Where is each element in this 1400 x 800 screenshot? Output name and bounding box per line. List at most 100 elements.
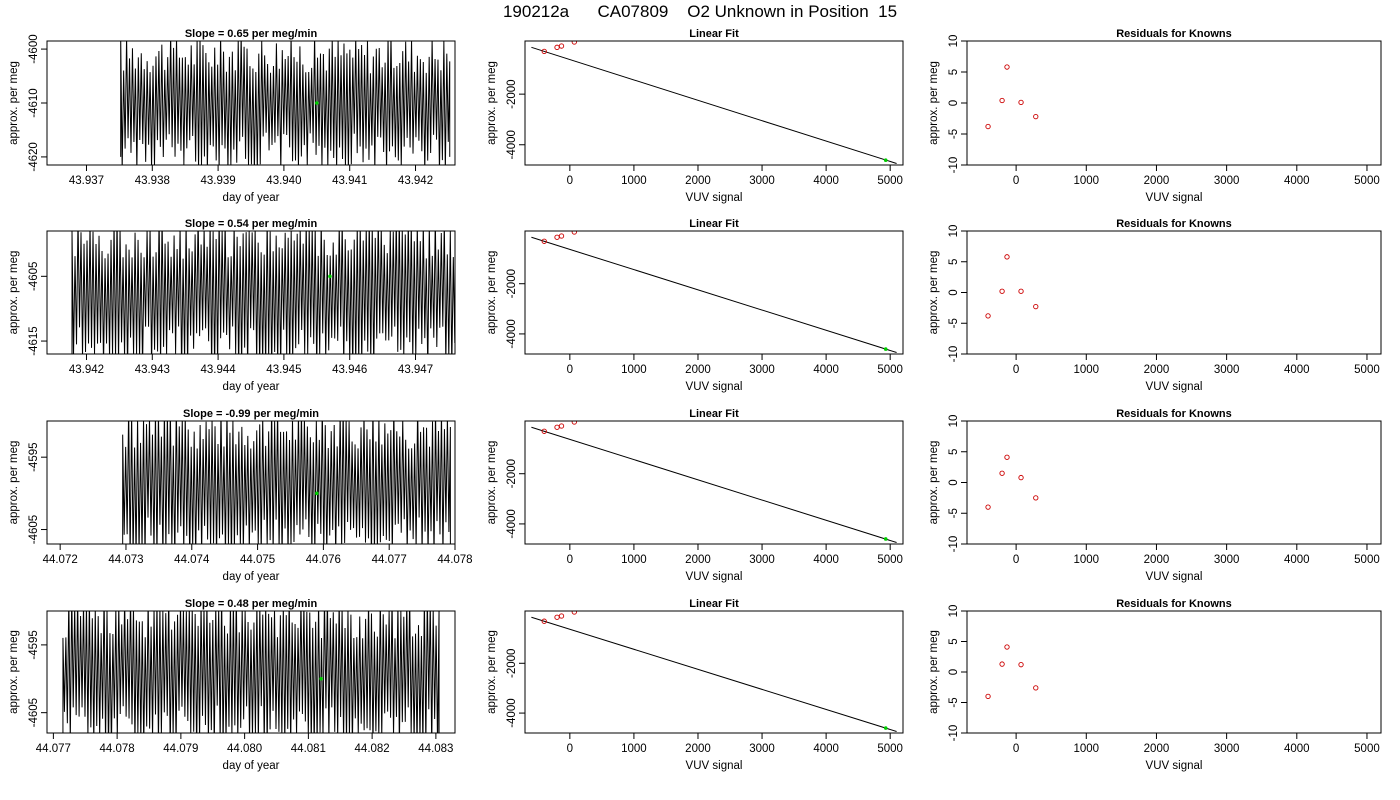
known-point (1018, 474, 1024, 481)
unknown-point (315, 491, 319, 496)
x-tick-label: 0 (567, 554, 573, 566)
x-tick-label: 43.939 (201, 175, 236, 187)
x-tick-label: 5000 (1354, 743, 1380, 755)
known-point (999, 288, 1005, 294)
y-tick-label: -4000 (506, 509, 518, 538)
known-point (1004, 254, 1010, 260)
x-tick-label: 1000 (1073, 743, 1099, 755)
x-tick-label: 0 (1013, 554, 1019, 566)
y-tick-label: -10 (948, 725, 960, 742)
x-tick-label: 43.943 (135, 364, 170, 376)
y-tick-label: -4000 (506, 698, 518, 727)
x-tick-label: 2000 (685, 364, 711, 376)
x-tick-label: 44.081 (291, 743, 326, 755)
x-tick-label: 44.073 (108, 554, 143, 566)
x-tick-label: 5000 (877, 554, 903, 566)
known-point (1018, 662, 1024, 668)
x-tick-label: 0 (1013, 364, 1019, 376)
x-tick-label: 4000 (1284, 554, 1310, 566)
unknown-point (883, 537, 888, 541)
x-tick-label: 0 (1013, 743, 1019, 755)
known-point (999, 97, 1005, 104)
y-tick-label: 10 (948, 35, 960, 48)
known-point (985, 693, 991, 700)
known-point (1033, 495, 1039, 501)
known-point (558, 233, 565, 239)
unknown-point (319, 676, 323, 681)
x-tick-label: 2000 (685, 554, 711, 566)
known-point (554, 614, 560, 620)
x-axis-label: VUV signal (1146, 192, 1203, 204)
y-axis-label: approx. per meg (928, 251, 940, 335)
known-point (571, 421, 577, 425)
x-axis-label: VUV signal (686, 571, 743, 583)
x-tick-label: 2000 (1144, 743, 1170, 755)
plot-frame (46, 40, 456, 166)
x-tick-label: 1000 (1073, 175, 1099, 187)
x-tick-label: 2000 (1144, 175, 1170, 187)
x-axis-label: day of year (223, 192, 280, 204)
known-point (541, 48, 547, 55)
y-tick-label: 5 (948, 69, 960, 75)
x-tick-label: 0 (1013, 175, 1019, 187)
chart-title: Slope = 0.48 per meg/min (185, 598, 318, 610)
fit-line (531, 426, 897, 543)
y-tick-label: 5 (948, 449, 960, 455)
x-tick-label: 44.077 (36, 743, 71, 755)
known-point (571, 41, 577, 45)
known-point (1033, 113, 1039, 120)
plot-area (985, 644, 1039, 700)
plot-area (71, 231, 455, 354)
x-tick-label: 43.938 (135, 175, 170, 187)
y-tick-label: 0 (948, 100, 960, 106)
series-line (71, 231, 455, 354)
x-tick-label: 3000 (749, 175, 775, 187)
chart-panel: Linear Fit 0 1000 2000 3000 4000 5000 -4000 -200… (486, 218, 904, 393)
y-axis-label: approx. per meg (8, 441, 20, 525)
x-tick-label: 44.077 (372, 554, 407, 566)
x-tick-label: 5000 (877, 175, 903, 187)
plot-frame (524, 40, 904, 166)
x-tick-label: 43.944 (201, 364, 237, 376)
chart-title: Slope = -0.99 per meg/min (183, 408, 319, 420)
x-tick-label: 2000 (685, 175, 711, 187)
y-tick-label: -4000 (506, 130, 518, 159)
chart-panel: Slope = -0.99 per meg/min 44.072 44.073 44.… (8, 408, 473, 583)
chart-title: Linear Fit (689, 218, 739, 230)
known-point (554, 424, 560, 430)
known-point (571, 611, 577, 615)
x-tick-label: 5000 (877, 743, 903, 755)
x-tick-label: 43.946 (332, 364, 367, 376)
plot-frame (966, 230, 1382, 355)
x-tick-label: 2000 (1144, 364, 1170, 376)
y-tick-label: -5 (948, 508, 960, 518)
known-point (541, 618, 547, 624)
x-tick-label: 43.937 (69, 175, 104, 187)
y-tick-label: 0 (948, 479, 960, 485)
known-point (558, 43, 565, 49)
x-axis-label: day of year (223, 760, 280, 772)
chart-panel: Linear Fit 0 1000 2000 3000 4000 5000 -4000 -200… (486, 408, 904, 583)
known-point (554, 234, 560, 240)
known-point (541, 428, 547, 434)
x-tick-label: 4000 (813, 554, 839, 566)
known-point (985, 504, 991, 510)
x-tick-label: 0 (567, 743, 573, 755)
known-point (1033, 303, 1039, 310)
x-tick-label: 43.942 (398, 175, 433, 187)
x-axis-label: VUV signal (1146, 760, 1203, 772)
series-line (62, 611, 440, 733)
x-tick-label: 3000 (1214, 175, 1240, 187)
y-tick-label: -10 (948, 536, 960, 553)
plot-frame (966, 420, 1382, 545)
known-point (1018, 99, 1024, 106)
plot-frame (966, 40, 1382, 166)
chart-title: Slope = 0.54 per meg/min (185, 218, 318, 230)
known-point (999, 661, 1005, 667)
y-tick-label: -4595 (28, 630, 40, 659)
x-axis-label: day of year (223, 381, 280, 393)
y-tick-label: -4610 (28, 88, 40, 117)
x-tick-label: 1000 (621, 364, 647, 376)
plot-area (122, 421, 451, 544)
